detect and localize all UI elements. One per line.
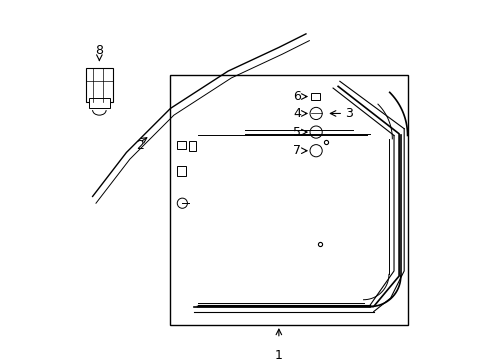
Bar [171,75,408,325]
Text: 2: 2 [136,139,144,152]
Text: 3: 3 [345,107,353,120]
Bar [86,68,113,102]
Text: 5: 5 [293,126,301,139]
Bar [89,98,110,108]
Bar [177,140,186,149]
Text: 4: 4 [293,107,301,120]
Text: 7: 7 [293,144,301,157]
Bar [311,93,319,100]
Bar [177,166,186,176]
Text: 1: 1 [275,349,283,360]
Text: 8: 8 [96,44,103,57]
Bar [189,140,196,151]
Text: 6: 6 [293,90,301,103]
